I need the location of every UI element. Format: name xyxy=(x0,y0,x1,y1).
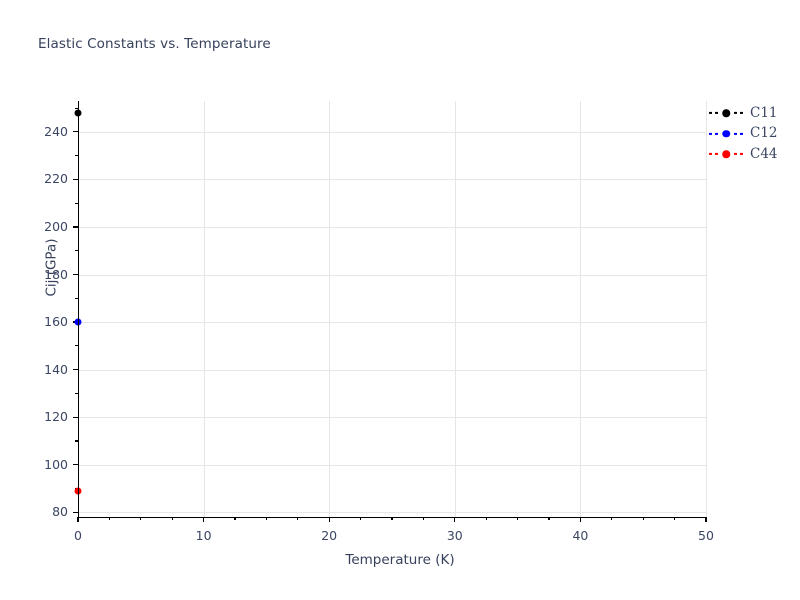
gridline-vertical xyxy=(454,101,456,517)
y-axis-spine xyxy=(78,101,80,518)
y-axis-tick xyxy=(73,464,78,466)
x-axis-tick xyxy=(454,517,456,522)
x-axis-tick-label: 30 xyxy=(446,528,463,543)
y-axis-minor-tick xyxy=(75,297,78,299)
gridline-vertical xyxy=(203,101,205,517)
y-axis-tick xyxy=(73,131,78,133)
x-axis-minor-tick xyxy=(517,517,519,520)
y-axis-tick-label: 140 xyxy=(44,361,68,377)
plot-area: 80 100 120 140 160 180 200 220 240 0 10 20 30 40 50 xyxy=(44,101,714,543)
x-axis-minor-tick xyxy=(642,517,644,520)
gridline-vertical xyxy=(580,101,582,517)
gridline-horizontal xyxy=(78,274,706,276)
x-axis-minor-tick xyxy=(171,517,173,520)
y-axis-tick-label: 240 xyxy=(44,123,68,139)
x-axis-spine xyxy=(78,517,707,519)
gridline-vertical xyxy=(706,101,707,517)
x-axis-minor-tick xyxy=(360,517,362,520)
y-axis-minor-tick xyxy=(75,155,78,157)
y-axis-tick-label: 100 xyxy=(44,456,68,472)
chart-title: Elastic Constants vs. Temperature xyxy=(38,36,271,52)
y-axis-tick-label: 120 xyxy=(44,409,68,425)
x-axis-minor-tick xyxy=(611,517,613,520)
legend-item-c11[interactable]: C11 xyxy=(707,103,795,124)
x-axis-tick-label: 40 xyxy=(572,528,589,543)
y-axis-tick-label: 220 xyxy=(44,171,68,187)
legend-item-c44[interactable]: C44 xyxy=(707,144,795,165)
x-axis-tick-label: 0 xyxy=(74,528,82,543)
gridline-horizontal xyxy=(78,322,706,324)
y-axis-minor-tick xyxy=(75,202,78,204)
x-axis-tick xyxy=(705,517,707,522)
legend-label: C11 xyxy=(750,104,778,121)
y-axis-tick-label: 200 xyxy=(44,218,68,234)
gridline-horizontal xyxy=(78,464,706,466)
gridline-horizontal xyxy=(78,417,706,419)
y-axis-tick xyxy=(73,226,78,228)
x-axis-minor-tick xyxy=(108,517,110,520)
y-axis-label-wrapper: Cij (GPa) xyxy=(41,208,60,328)
x-axis-tick-label: 20 xyxy=(321,528,338,543)
x-axis-tick xyxy=(579,517,581,522)
x-axis-label: Temperature (K) xyxy=(345,552,455,568)
gridline-horizontal xyxy=(78,179,706,181)
gridline-horizontal xyxy=(78,369,706,371)
y-axis-tick-label: 80 xyxy=(52,504,68,520)
y-axis-tick xyxy=(73,369,78,371)
chart-legend: C11 C12 C44 xyxy=(707,103,795,165)
y-axis-minor-tick xyxy=(75,250,78,252)
legend-label: C44 xyxy=(750,145,778,162)
y-axis-minor-tick xyxy=(75,345,78,347)
y-axis-tick xyxy=(73,511,78,513)
y-axis-tick-label: 160 xyxy=(44,314,68,330)
y-axis-tick-label: 180 xyxy=(44,266,68,282)
x-axis-tick xyxy=(77,517,79,522)
gridline-horizontal xyxy=(78,512,706,514)
gridline-horizontal xyxy=(78,131,706,133)
x-axis-tick xyxy=(203,517,205,522)
x-axis-minor-tick xyxy=(140,517,142,520)
x-axis-minor-tick xyxy=(265,517,267,520)
y-axis-minor-tick xyxy=(75,392,78,394)
x-axis-minor-tick xyxy=(391,517,393,520)
legend-label: C12 xyxy=(750,125,778,141)
x-axis-minor-tick xyxy=(297,517,299,520)
legend-item-c12[interactable]: C12 xyxy=(707,124,795,145)
x-axis-tick-label: 50 xyxy=(698,528,714,543)
y-axis-minor-tick xyxy=(75,107,78,109)
legend-marker-icon xyxy=(707,128,745,140)
gridline-horizontal xyxy=(78,226,706,228)
x-axis-minor-tick xyxy=(485,517,487,520)
legend-marker-icon xyxy=(707,107,745,119)
x-axis-minor-tick xyxy=(548,517,550,520)
y-axis-tick xyxy=(73,178,78,181)
x-axis-minor-tick xyxy=(422,517,424,520)
x-axis-minor-tick xyxy=(234,517,236,520)
y-axis-tick xyxy=(73,273,78,276)
x-axis-minor-tick xyxy=(674,517,676,520)
y-axis-tick xyxy=(73,416,78,418)
gridline-vertical xyxy=(329,101,331,517)
legend-marker-icon xyxy=(707,148,745,160)
x-axis-tick-label: 10 xyxy=(195,528,212,543)
x-axis-tick xyxy=(328,517,330,522)
y-axis-label: Cij (GPa) xyxy=(43,238,60,297)
y-axis-minor-tick xyxy=(75,440,78,442)
